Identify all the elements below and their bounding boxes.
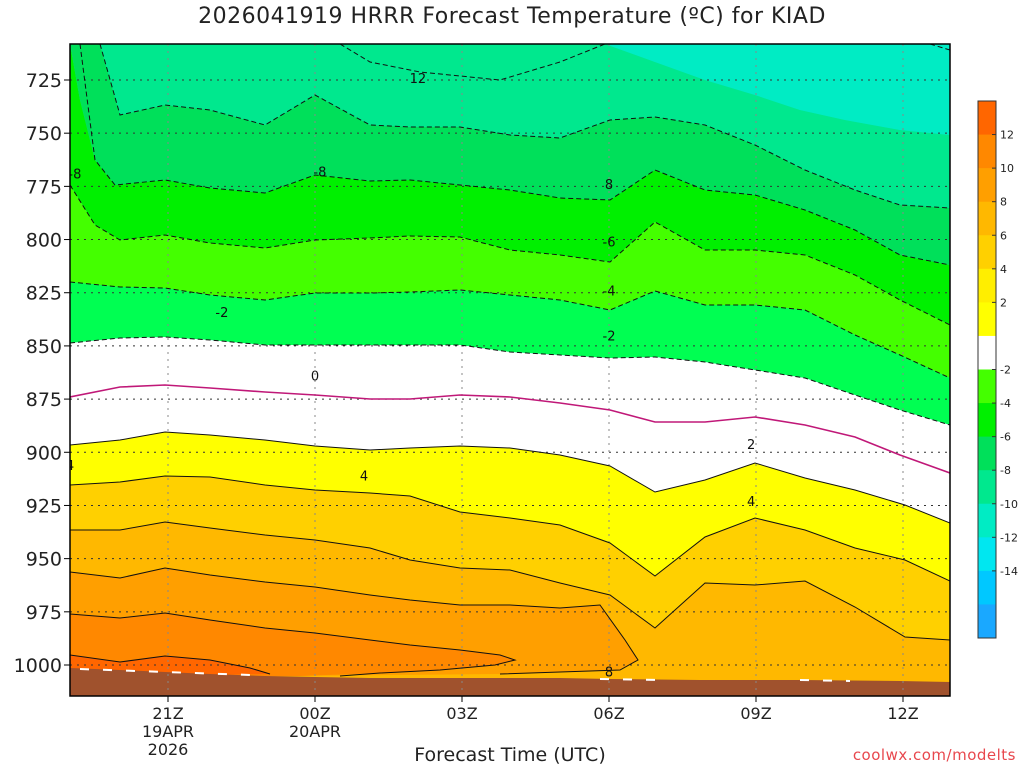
y-tick-label: 900 (26, 442, 62, 464)
band-minus-2-to-minus-zero (70, 282, 950, 425)
y-tick-label: 925 (26, 495, 62, 517)
band-minus-8-to-minus-6 (70, 44, 950, 265)
colorbar-swatch (978, 503, 996, 538)
colorbar-swatch (978, 302, 996, 337)
colorbar-label: 4 (1000, 263, 1007, 276)
x-axis-title: Forecast Time (UTC) (414, 744, 606, 766)
x-tick-label: 09Z (740, 704, 771, 723)
colorbar-label: 12 (1000, 129, 1014, 142)
y-tick-label: 725 (26, 70, 62, 92)
y-tick-label: 1000 (14, 655, 62, 677)
contour-minus-2 (70, 336, 950, 426)
chart-title: 2026041919 HRRR Forecast Temperature (ºC… (198, 4, 826, 29)
x-tick-label: 06Z (593, 704, 624, 723)
x-tick-label: 00Z (299, 704, 330, 723)
colorbar-swatch (978, 335, 996, 370)
colorbar-swatch (978, 134, 996, 169)
contour-label: 8 (605, 665, 613, 680)
contour-minus-8 (79, 44, 950, 266)
contour-zero (70, 384, 950, 474)
site-credit[interactable]: coolwx.com/modelts (852, 746, 1016, 764)
surface-edge-white (79, 668, 851, 682)
contour-minus-10 (99, 44, 950, 209)
y-tick-label: 800 (26, 230, 62, 252)
plot-area: 12 -8 -8 8 -6 -4 -2 -2 0 4 4 2 4 8 (66, 44, 950, 696)
colorbar-label: 10 (1000, 162, 1014, 175)
colorbar-swatch (978, 168, 996, 203)
contour-label: 4 (66, 459, 74, 474)
contour-label: -8 (313, 165, 326, 180)
y-tick-label: 775 (26, 176, 62, 198)
y-tick-label: 950 (26, 549, 62, 571)
band-4-to-6 (70, 476, 950, 640)
y-tick-label: 750 (26, 123, 62, 145)
contour-label: -2 (215, 306, 228, 321)
colorbar-swatch (978, 403, 996, 438)
contour-label: -8 (68, 168, 81, 183)
colorbar-swatch (978, 201, 996, 236)
contour-10 (70, 612, 517, 677)
contour-label: 12 (410, 72, 427, 87)
colorbar-label: -12 (1000, 531, 1018, 544)
x-tick-label: 20APR (289, 722, 341, 741)
contour-labels: 12 -8 -8 8 -6 -4 -2 -2 0 4 4 2 4 8 (66, 72, 755, 681)
y-tick-label: 975 (26, 602, 62, 624)
colorbar-label: 6 (1000, 229, 1007, 242)
plot-frame (69, 43, 951, 697)
contour-label: 8 (605, 178, 613, 193)
contour-6 (70, 521, 950, 641)
contour-label: -6 (603, 236, 616, 251)
colorbar-swatch (978, 570, 996, 605)
colorbar-swatch (978, 537, 996, 572)
contour-label: 4 (747, 495, 755, 510)
colorbar-label: 8 (1000, 196, 1007, 209)
x-tick-label: 03Z (446, 704, 477, 723)
x-tick-label: 21Z (152, 704, 183, 723)
contour-2 (70, 431, 950, 524)
colorbar-label: -8 (1000, 464, 1011, 477)
contour-label: -4 (603, 285, 616, 300)
colorbar-swatch (978, 369, 996, 404)
contour-minus-6 (70, 184, 950, 326)
colorbar-swatch (978, 470, 996, 505)
y-tick-label: 875 (26, 389, 62, 411)
colorbar-label: 2 (1000, 296, 1007, 309)
band-2-to-4 (70, 432, 950, 581)
contour-8 (70, 567, 639, 675)
band-zero-to-2-white (70, 337, 950, 523)
contour-label: -2 (603, 329, 616, 344)
x-tick-label: 2026 (148, 740, 189, 759)
contour-12 (70, 654, 271, 675)
colorbar-label: -14 (1000, 565, 1018, 578)
colorbar-label: -4 (1000, 397, 1011, 410)
x-tick-label: 19APR (142, 722, 194, 741)
colorbar-swatch (978, 604, 996, 639)
colorbar-swatch (978, 268, 996, 303)
band-minus-12-to-minus-10 (70, 44, 950, 135)
colorbar-swatch (978, 436, 996, 471)
colorbar-swatch (978, 235, 996, 270)
colorbar-swatch (978, 101, 996, 136)
colorbar: 12 10 8 6 4 2 -2 -4 -6 -8 -10 -12 -14 (977, 100, 1018, 639)
contour-minus-4 (70, 281, 950, 379)
ground-surface (70, 668, 950, 696)
colorbar-label: -2 (1000, 364, 1011, 377)
y-axis: 725 750 775 800 825 850 875 900 925 950 975 1000 (14, 70, 70, 677)
contour-label: 0 (311, 370, 319, 385)
x-tick-label: 12Z (887, 704, 918, 723)
colorbar-label: -10 (1000, 498, 1018, 511)
band-minus-10-to-minus-8 (100, 44, 950, 208)
band-minus-4-to-minus-2 (70, 185, 950, 378)
contour-lines (70, 44, 950, 682)
contour-label: 2 (747, 438, 755, 453)
y-tick-label: 850 (26, 336, 62, 358)
contour-minus-12b (929, 44, 950, 51)
y-tick-label: 825 (26, 283, 62, 305)
contour-4 (70, 475, 950, 582)
contour-label: 4 (360, 470, 368, 485)
colorbar-label: -6 (1000, 431, 1011, 444)
